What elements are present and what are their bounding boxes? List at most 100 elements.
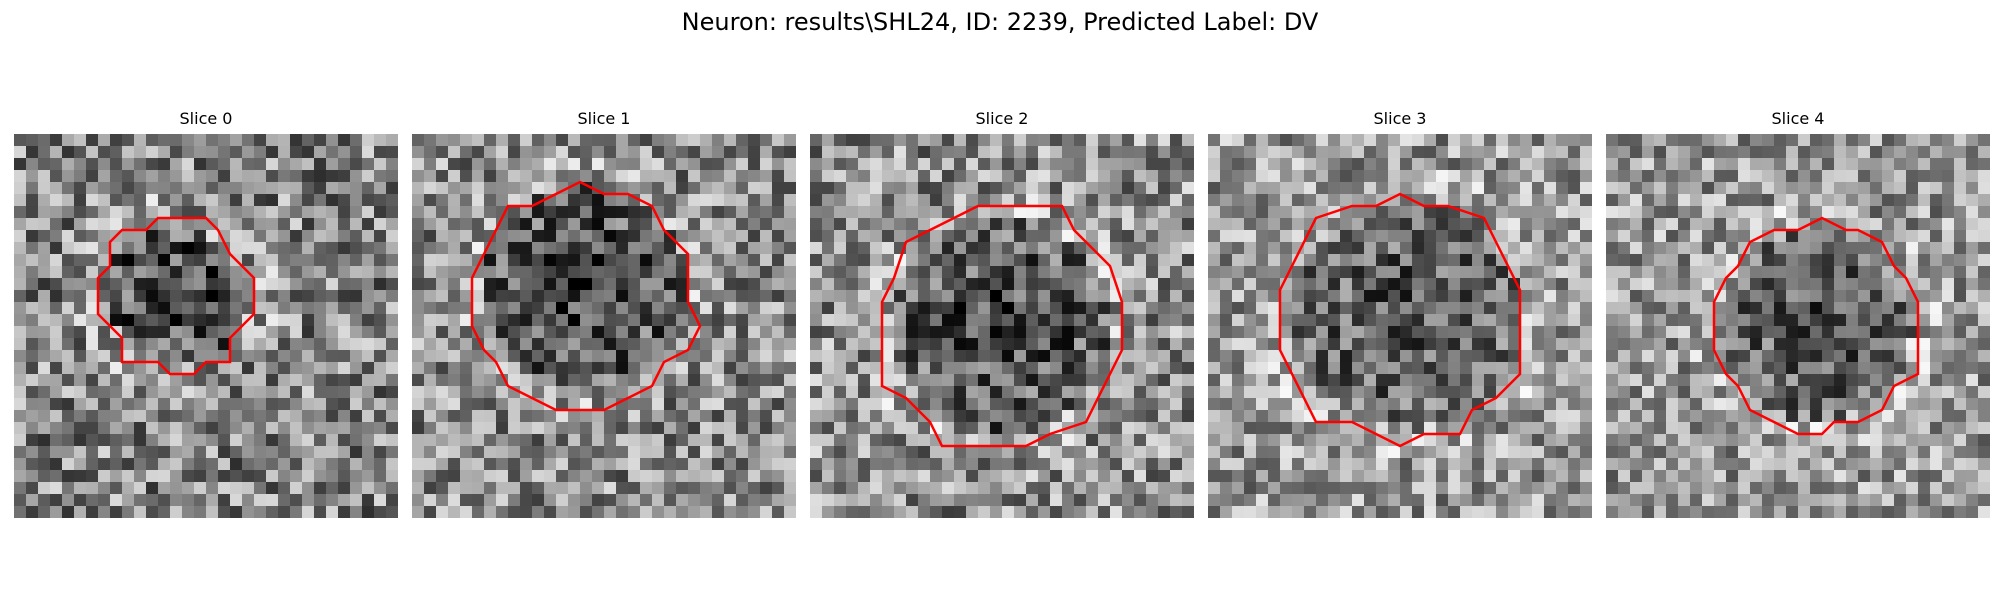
pixel-cell <box>810 386 823 399</box>
pixel-cell <box>858 422 871 435</box>
pixel-cell <box>1376 494 1389 507</box>
pixel-cell <box>652 146 665 159</box>
pixel-cell <box>1532 350 1545 363</box>
pixel-cell <box>640 146 653 159</box>
pixel-cell <box>278 218 291 231</box>
pixel-cell <box>966 410 979 423</box>
pixel-cell <box>990 218 1003 231</box>
pixel-cell <box>194 482 207 495</box>
pixel-cell <box>290 326 303 339</box>
pixel-cell <box>688 146 701 159</box>
pixel-cell <box>700 386 713 399</box>
pixel-cell <box>1858 218 1871 231</box>
pixel-cell <box>1304 362 1317 375</box>
pixel-cell <box>592 422 605 435</box>
pixel-cell <box>784 170 796 183</box>
pixel-cell <box>1906 182 1919 195</box>
pixel-cell <box>74 278 87 291</box>
pixel-cell <box>520 302 533 315</box>
pixel-cell <box>712 290 725 303</box>
pixel-cell <box>1134 326 1147 339</box>
pixel-cell <box>1098 338 1111 351</box>
pixel-cell <box>110 386 123 399</box>
pixel-cell <box>1340 182 1353 195</box>
pixel-cell <box>182 446 195 459</box>
pixel-cell <box>374 134 387 147</box>
pixel-cell <box>266 254 279 267</box>
pixel-cell <box>110 194 123 207</box>
pixel-cell <box>1750 446 1763 459</box>
pixel-cell <box>1834 338 1847 351</box>
pixel-cell <box>1146 302 1159 315</box>
pixel-cell <box>496 182 509 195</box>
pixel-cell <box>1520 146 1533 159</box>
pixel-cell <box>1472 182 1485 195</box>
pixel-cell <box>1244 470 1257 483</box>
pixel-cell <box>242 458 255 471</box>
pixel-cell <box>1062 302 1075 315</box>
pixel-cell <box>1870 338 1883 351</box>
pixel-cell <box>314 506 327 518</box>
pixel-cell <box>748 494 761 507</box>
pixel-cell <box>14 206 27 219</box>
pixel-cell <box>1714 194 1727 207</box>
pixel-cell <box>508 434 521 447</box>
pixel-cell <box>1208 326 1221 339</box>
pixel-cell <box>1906 266 1919 279</box>
pixel-cell <box>736 446 749 459</box>
pixel-cell <box>1026 506 1039 518</box>
pixel-cell <box>14 350 27 363</box>
pixel-cell <box>350 482 363 495</box>
pixel-cell <box>1244 374 1257 387</box>
pixel-cell <box>374 386 387 399</box>
pixel-cell <box>122 470 135 483</box>
pixel-cell <box>1942 146 1955 159</box>
pixel-cell <box>74 362 87 375</box>
pixel-cell <box>74 386 87 399</box>
pixel-cell <box>930 254 943 267</box>
pixel-cell <box>822 326 835 339</box>
pixel-cell <box>1666 194 1679 207</box>
pixel-cell <box>966 338 979 351</box>
pixel-cell <box>1918 350 1931 363</box>
pixel-cell <box>266 446 279 459</box>
pixel-cell <box>1134 446 1147 459</box>
pixel-cell <box>1954 374 1967 387</box>
pixel-cell <box>170 158 183 171</box>
pixel-cell <box>50 338 63 351</box>
pixel-cell <box>1654 434 1667 447</box>
pixel-cell <box>1304 374 1317 387</box>
pixel-cell <box>218 158 231 171</box>
pixel-cell <box>1496 266 1509 279</box>
pixel-cell <box>1316 290 1329 303</box>
pixel-cell <box>760 170 773 183</box>
pixel-cell <box>1606 458 1619 471</box>
pixel-cell <box>930 494 943 507</box>
pixel-cell <box>302 266 315 279</box>
pixel-cell <box>616 302 629 315</box>
pixel-cell <box>1376 146 1389 159</box>
pixel-cell <box>870 446 883 459</box>
pixel-cell <box>1062 206 1075 219</box>
pixel-cell <box>472 314 485 327</box>
pixel-cell <box>1822 326 1835 339</box>
pixel-cell <box>134 326 147 339</box>
pixel-cell <box>62 362 75 375</box>
pixel-cell <box>1400 326 1413 339</box>
pixel-cell <box>568 230 581 243</box>
pixel-cell <box>1062 230 1075 243</box>
pixel-cell <box>1388 314 1401 327</box>
pixel-cell <box>1292 398 1305 411</box>
pixel-cell <box>1822 362 1835 375</box>
pixel-cell <box>568 134 581 147</box>
pixel-cell <box>26 194 39 207</box>
pixel-cell <box>772 158 785 171</box>
pixel-cell <box>870 338 883 351</box>
pixel-cell <box>26 362 39 375</box>
pixel-cell <box>556 290 569 303</box>
pixel-cell <box>1014 374 1027 387</box>
pixel-cell <box>158 374 171 387</box>
pixel-cell <box>278 194 291 207</box>
pixel-cell <box>1918 158 1931 171</box>
pixel-cell <box>38 134 51 147</box>
